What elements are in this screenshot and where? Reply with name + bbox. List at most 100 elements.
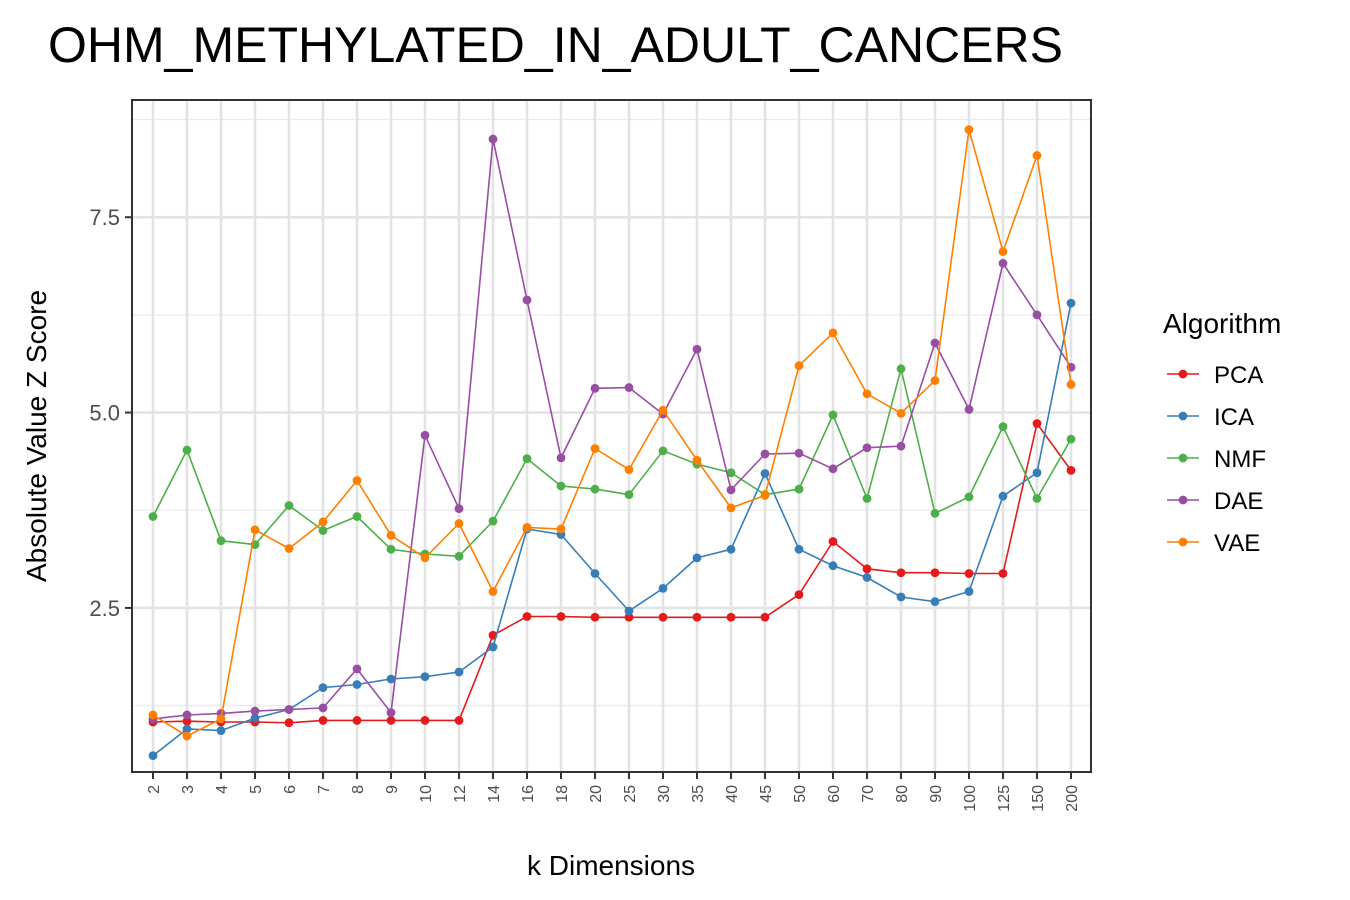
data-point-vae [1066,380,1076,389]
data-point-vae [148,710,158,720]
data-point-pca [828,537,838,546]
x-tick-label: 100 [962,785,979,812]
x-tick-label: 14 [486,785,503,803]
data-point-pca [760,612,770,622]
data-point-pca [964,569,974,578]
x-tick-label: 50 [792,785,809,803]
data-point-dae [930,338,940,348]
y-axis: 2.5 5.0 7.5 [89,205,132,621]
data-point-pca [352,716,362,725]
legend-marker-nmf [1178,453,1188,463]
data-point-ica [488,642,498,652]
data-point-ica [658,583,668,593]
data-point-vae [522,523,532,532]
data-point-nmf [454,551,464,561]
data-point-dae [182,710,192,720]
series-line-pca [152,421,1072,724]
data-point-pca [1032,419,1042,428]
data-point-vae [692,455,702,465]
data-point-nmf [998,422,1008,432]
data-point-vae [1032,151,1042,160]
data-point-pca [386,716,396,725]
x-tick-label: 40 [724,785,741,803]
legend-marker-ica [1178,411,1188,421]
x-tick-label: 20 [588,785,605,803]
y-tick-label: 7.5 [89,205,120,230]
x-tick-label: 12 [452,785,469,803]
data-point-nmf [658,446,668,456]
data-point-nmf [930,508,940,518]
data-point-ica [352,680,362,689]
data-point-pca [658,612,668,622]
data-point-dae [624,383,634,392]
data-point-ica [250,713,260,723]
data-point-nmf [1032,494,1042,503]
data-point-dae [352,664,362,674]
data-point-dae [1032,310,1042,320]
series-layer [148,125,1076,760]
data-point-vae [250,525,260,535]
data-point-pca [1066,465,1076,475]
data-point-vae [590,444,600,453]
data-point-dae [590,383,600,393]
x-tick-label: 5 [248,785,265,794]
data-point-pca [896,568,906,578]
x-tick-label: 45 [758,785,775,803]
data-point-ica [624,606,634,616]
x-axis: 2 3 4 5 6 7 8 9 10 12 14 16 18 20 25 30 35 40 45 50 60 70 80 90… [146,772,1081,812]
data-point-vae [318,517,328,527]
data-point-dae [420,430,430,440]
data-point-vae [726,503,736,513]
data-point-nmf [182,445,192,455]
data-point-vae [794,361,804,371]
x-tick-label: 30 [656,785,673,803]
legend-marker-dae [1178,495,1188,505]
data-point-ica [1032,468,1042,478]
data-point-dae [828,464,838,474]
series-vae [148,125,1076,741]
data-point-dae [386,708,396,718]
series-line-dae [152,138,1072,720]
data-point-vae [964,125,974,135]
plot-panel-border [131,99,1092,773]
data-point-nmf [726,468,736,478]
data-point-ica [930,597,940,607]
data-point-nmf [284,501,294,510]
x-tick-label: 8 [350,785,367,794]
data-point-ica [216,726,226,735]
x-tick-label: 200 [1064,785,1081,812]
data-point-vae [386,530,396,540]
x-tick-label: 60 [826,785,843,803]
data-point-ica [420,672,430,682]
data-point-ica [998,491,1008,501]
grid [132,100,1091,772]
data-point-pca [420,716,430,725]
data-point-ica [896,592,906,602]
x-axis-title: k Dimensions [527,850,695,881]
data-point-dae [964,405,974,414]
x-tick-label: 2 [146,785,163,794]
data-point-ica [828,561,838,571]
data-point-ica [862,573,872,582]
data-point-vae [998,247,1008,256]
data-point-nmf [488,516,498,526]
data-point-ica [182,724,192,734]
legend-label-pca: PCA [1214,362,1263,389]
data-point-nmf [794,484,804,494]
data-point-dae [522,295,532,305]
data-point-vae [896,408,906,418]
legend-item-ica: ICA [1167,404,1254,431]
data-point-ica [692,553,702,563]
legend-label-dae: DAE [1214,488,1263,515]
series-pca [148,419,1076,728]
data-point-pca [556,612,566,621]
plot-background [132,100,1091,772]
data-point-dae [556,453,566,463]
legend-marker-vae [1178,537,1188,547]
data-point-pca [726,612,736,622]
data-point-dae [692,344,702,354]
data-point-vae [828,328,838,338]
data-point-pca [182,716,192,726]
data-point-dae [726,485,736,495]
x-tick-label: 35 [690,785,707,803]
